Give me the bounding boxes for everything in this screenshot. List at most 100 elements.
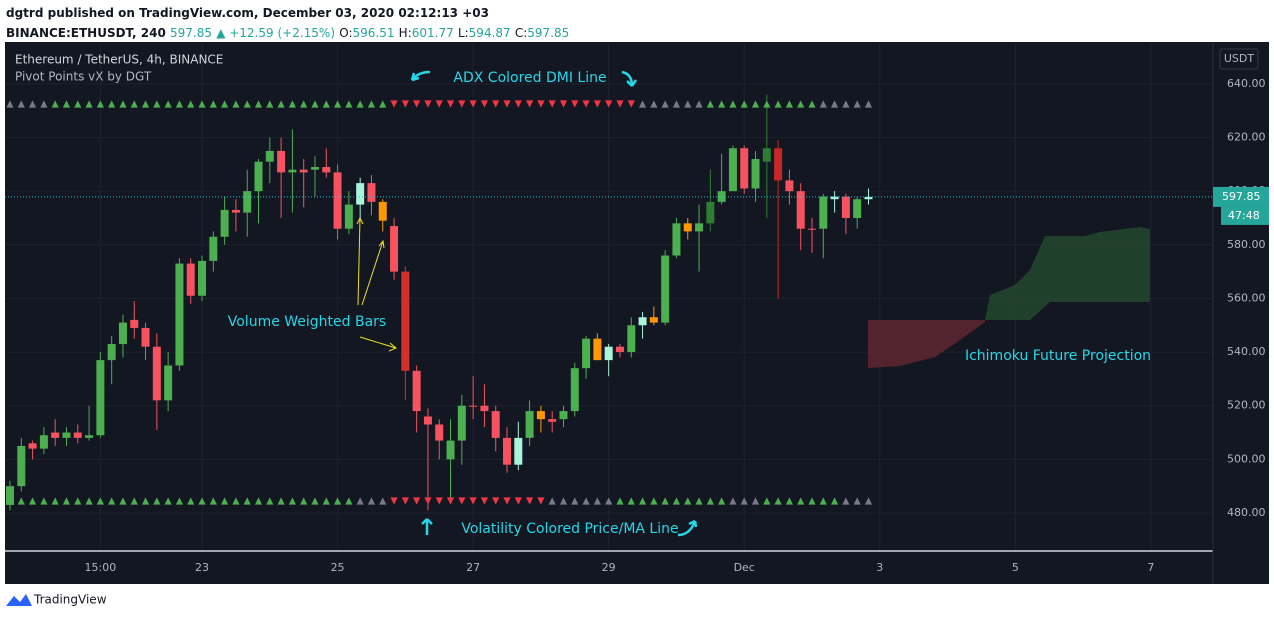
dmi-marker <box>492 100 500 108</box>
candle-body <box>661 255 670 323</box>
candle-body <box>785 180 794 192</box>
dmi-marker <box>141 497 150 505</box>
dmi-marker <box>864 497 873 505</box>
y-tick-label: 520.00 <box>1227 399 1266 412</box>
author-line: dgtrd published on TradingView.com, Dece… <box>6 6 489 20</box>
candle-body <box>141 327 150 347</box>
dmi-marker <box>503 497 511 505</box>
ohlc-value: 601.77 <box>411 26 454 40</box>
candle-body <box>457 405 466 441</box>
dmi-marker <box>514 100 522 108</box>
dmi-marker <box>6 100 14 108</box>
dmi-marker <box>209 497 217 505</box>
candle-body <box>333 172 342 229</box>
dmi-marker <box>853 497 861 505</box>
dmi-marker <box>582 100 590 108</box>
dmi-marker <box>514 497 522 505</box>
x-tick-label: 3 <box>876 561 883 574</box>
logo <box>6 594 32 606</box>
candle-body <box>277 150 286 173</box>
dmi-marker <box>51 100 59 108</box>
annotation: Volume Weighted Bars <box>228 314 386 330</box>
candle-body <box>638 317 647 326</box>
currency: USDT <box>1224 52 1255 65</box>
dmi-marker <box>277 497 285 505</box>
dmi-marker <box>413 100 421 108</box>
dmi-marker <box>266 100 274 108</box>
dmi-marker <box>638 100 647 108</box>
y-tick-label: 540.00 <box>1227 345 1266 358</box>
countdown-box <box>1221 206 1269 225</box>
candle-body <box>627 325 636 353</box>
candle-body <box>525 411 534 438</box>
dmi-marker <box>311 100 319 108</box>
ohlc-value: 594.87 <box>468 26 511 40</box>
dmi-marker <box>695 497 703 505</box>
candle-body <box>649 317 658 323</box>
candle-body <box>695 223 704 232</box>
dmi-marker <box>593 100 601 108</box>
candle-body <box>39 435 48 449</box>
dmi-marker <box>706 497 714 505</box>
candle-body <box>864 196 873 200</box>
x-tick-label: 5 <box>1012 561 1019 574</box>
dmi-marker <box>322 100 330 108</box>
dmi-marker <box>311 497 319 505</box>
dmi-marker <box>164 100 172 108</box>
dmi-marker <box>141 100 150 108</box>
dmi-marker <box>864 100 873 108</box>
dmi-marker <box>254 100 263 108</box>
candle-body <box>728 148 737 192</box>
dmi-marker <box>333 100 342 108</box>
candle-body <box>559 411 568 420</box>
candle-body <box>5 486 14 505</box>
candle-body <box>853 199 862 218</box>
candle-body <box>62 432 71 438</box>
dmi-marker <box>605 497 613 505</box>
candle-body <box>288 169 297 173</box>
candle-body <box>175 263 184 366</box>
legend-symbol: Ethereum / TetherUS, 4h, BINANCE <box>15 53 223 67</box>
dmi-marker <box>819 100 827 108</box>
ohlc-value: 596.51 <box>352 26 395 40</box>
annotation: ADX Colored DMI Line <box>453 70 606 86</box>
dmi-marker <box>288 497 296 505</box>
x-tick-label: 23 <box>195 561 209 574</box>
candle-body <box>593 338 602 361</box>
dmi-marker <box>435 497 443 505</box>
dmi-marker <box>130 100 138 108</box>
dmi-marker <box>763 100 771 108</box>
dmi-marker <box>74 497 82 505</box>
dmi-marker <box>446 100 455 108</box>
ohlc-key: C: <box>514 26 528 40</box>
dmi-marker <box>785 100 794 108</box>
candle-body <box>390 226 399 272</box>
chart-background <box>5 42 1269 584</box>
dmi-marker <box>526 497 534 505</box>
dmi-marker <box>797 100 805 108</box>
candle-body <box>819 196 828 229</box>
dmi-marker <box>266 497 274 505</box>
y-tick-label: 480.00 <box>1227 506 1266 519</box>
candle-body <box>717 191 726 202</box>
dmi-marker <box>85 497 93 505</box>
dmi-marker <box>17 497 25 505</box>
dmi-marker <box>277 100 285 108</box>
dmi-marker <box>333 497 342 505</box>
symbol-line: BINANCE:ETHUSDT, 240 597.85 ▲ +12.59 (+2… <box>6 23 569 43</box>
candle-body <box>130 319 139 328</box>
currency-box <box>1219 48 1259 70</box>
dmi-marker <box>345 497 353 505</box>
dmi-marker <box>853 100 861 108</box>
candle-body <box>615 346 624 353</box>
dmi-marker <box>390 100 398 108</box>
dmi-marker <box>571 100 579 108</box>
dmi-marker <box>503 100 511 108</box>
candle-body <box>740 148 749 189</box>
candle-body <box>107 344 116 361</box>
dmi-marker <box>627 497 635 505</box>
dmi-marker <box>548 497 556 505</box>
candle-body <box>423 416 432 425</box>
dmi-marker <box>740 100 748 108</box>
